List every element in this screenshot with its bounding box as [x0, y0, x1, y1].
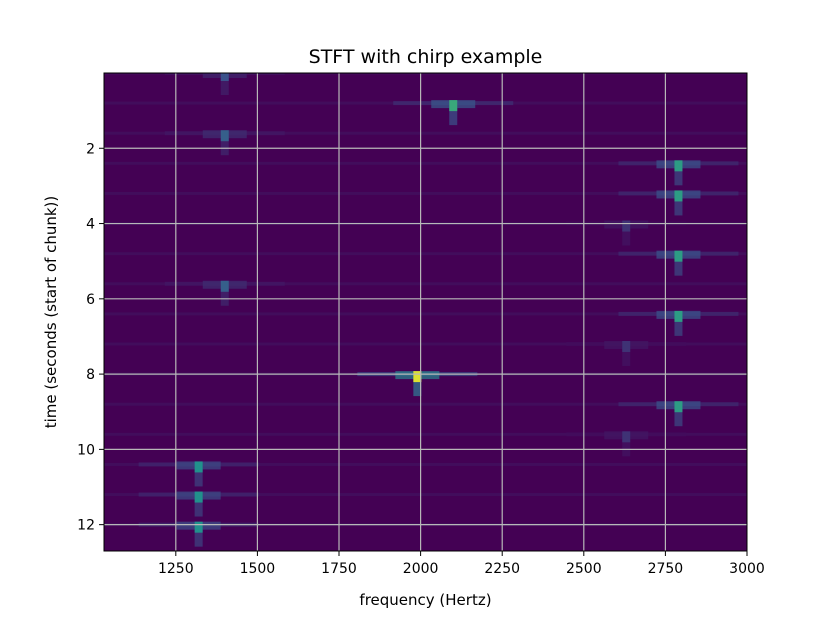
peak-core	[622, 340, 631, 352]
x-axis-label: frequency (Hertz)	[359, 591, 491, 609]
peak-smear	[674, 193, 683, 216]
peak-mark	[164, 130, 285, 156]
row-streak	[104, 493, 747, 497]
grid-lines	[104, 73, 747, 551]
row-streak	[104, 131, 747, 135]
peak-mark	[618, 401, 739, 427]
y-axis-label: time (seconds (start of chunk))	[42, 196, 60, 429]
peak-smear	[674, 163, 683, 186]
chart-title: STFT with chirp example	[309, 46, 543, 68]
peak-mark	[618, 190, 739, 216]
peak-mark	[618, 250, 739, 276]
y-tick-label: 6	[86, 292, 95, 308]
x-tick-label: 1250	[158, 561, 194, 577]
row-streak	[104, 402, 747, 406]
row-streak	[104, 252, 747, 256]
peak-core	[622, 431, 631, 443]
peak-smear	[674, 253, 683, 276]
peak-smear	[449, 103, 458, 126]
x-tick-label: 2250	[484, 561, 520, 577]
peak-core	[674, 401, 683, 413]
peak-core	[622, 220, 631, 232]
peak-mark	[566, 431, 687, 457]
x-axis-ticks: 1250 1500 1750 2000 2250 2500 2750 3000	[158, 551, 765, 577]
peak-core	[674, 310, 683, 322]
y-tick-label: 2	[86, 141, 95, 157]
plot-frame	[103, 72, 748, 552]
row-streak	[104, 312, 747, 316]
x-tick-label: 1500	[240, 561, 276, 577]
peak-smear	[622, 223, 631, 246]
y-tick-label: 12	[77, 518, 95, 534]
spectral-peaks	[138, 73, 739, 547]
peak-core	[194, 521, 203, 533]
row-streak	[104, 282, 747, 286]
x-tick-label: 2000	[403, 561, 439, 577]
row-streak	[104, 342, 747, 346]
peak-core	[220, 73, 229, 81]
peak-mark	[138, 461, 259, 487]
row-streak	[104, 432, 747, 436]
peak-smear	[220, 73, 229, 95]
peak-smear	[194, 464, 203, 487]
y-tick-label: 4	[86, 217, 95, 233]
peak-mark	[566, 340, 687, 366]
peak-smear	[194, 494, 203, 517]
peak-mark	[164, 280, 285, 306]
peak-core	[674, 250, 683, 262]
x-tick-label: 2750	[648, 561, 684, 577]
peak-smear	[622, 434, 631, 457]
peak-core	[674, 160, 683, 172]
peak-smear	[622, 343, 631, 366]
x-tick-label: 2500	[566, 561, 602, 577]
peak-mark	[393, 100, 514, 126]
x-tick-label: 3000	[729, 561, 765, 577]
row-streak	[104, 73, 747, 75]
y-tick-label: 10	[77, 442, 95, 458]
peak-mark	[138, 491, 259, 517]
peak-core	[413, 371, 422, 383]
peak-mark	[618, 310, 739, 336]
y-tick-label: 8	[86, 367, 95, 383]
row-streak	[104, 161, 747, 165]
peak-smear	[674, 313, 683, 336]
peak-mark	[618, 160, 739, 186]
peak-smear	[194, 524, 203, 547]
peak-mark	[164, 73, 285, 95]
plot-area	[103, 72, 748, 552]
peak-smear	[413, 374, 422, 397]
y-axis-ticks: 2 4 6 8 10 12	[77, 141, 104, 534]
peak-core	[220, 130, 229, 142]
peak-smear	[674, 404, 683, 427]
peak-core	[220, 280, 229, 292]
peak-core	[194, 491, 203, 503]
row-streak	[104, 191, 747, 195]
row-streak	[104, 462, 747, 466]
peak-core	[674, 190, 683, 202]
peak-core	[449, 100, 458, 112]
peak-smear	[220, 133, 229, 156]
peak-core	[194, 461, 203, 473]
x-tick-label: 1750	[321, 561, 357, 577]
peak-smear	[220, 283, 229, 306]
